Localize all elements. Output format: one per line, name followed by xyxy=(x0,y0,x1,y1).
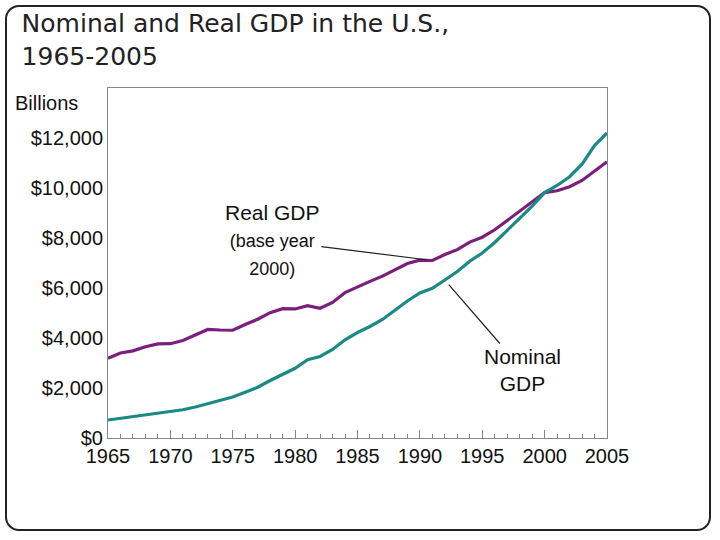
svg-text:$4,000: $4,000 xyxy=(42,327,103,349)
svg-text:1970: 1970 xyxy=(148,445,193,467)
svg-text:2005: 2005 xyxy=(585,445,630,467)
svg-text:1985: 1985 xyxy=(335,445,380,467)
svg-text:1995: 1995 xyxy=(460,445,505,467)
svg-text:1975: 1975 xyxy=(211,445,256,467)
svg-text:NominalGDP: NominalGDP xyxy=(484,345,561,395)
svg-text:$2,000: $2,000 xyxy=(42,377,103,399)
svg-text:2000: 2000 xyxy=(522,445,567,467)
svg-text:1990: 1990 xyxy=(398,445,443,467)
svg-text:$0: $0 xyxy=(81,427,103,449)
svg-text:1980: 1980 xyxy=(273,445,318,467)
svg-text:Billions: Billions xyxy=(15,92,78,114)
svg-text:1965: 1965 xyxy=(86,445,131,467)
svg-text:Nominal and Real GDP in the U.: Nominal and Real GDP in the U.S.,1965-20… xyxy=(22,9,450,71)
svg-text:$10,000: $10,000 xyxy=(31,177,103,199)
svg-text:$12,000: $12,000 xyxy=(31,127,103,149)
svg-text:$8,000: $8,000 xyxy=(42,227,103,249)
svg-text:$6,000: $6,000 xyxy=(42,277,103,299)
svg-text:Real GDP(base year2000): Real GDP(base year2000) xyxy=(225,201,320,279)
